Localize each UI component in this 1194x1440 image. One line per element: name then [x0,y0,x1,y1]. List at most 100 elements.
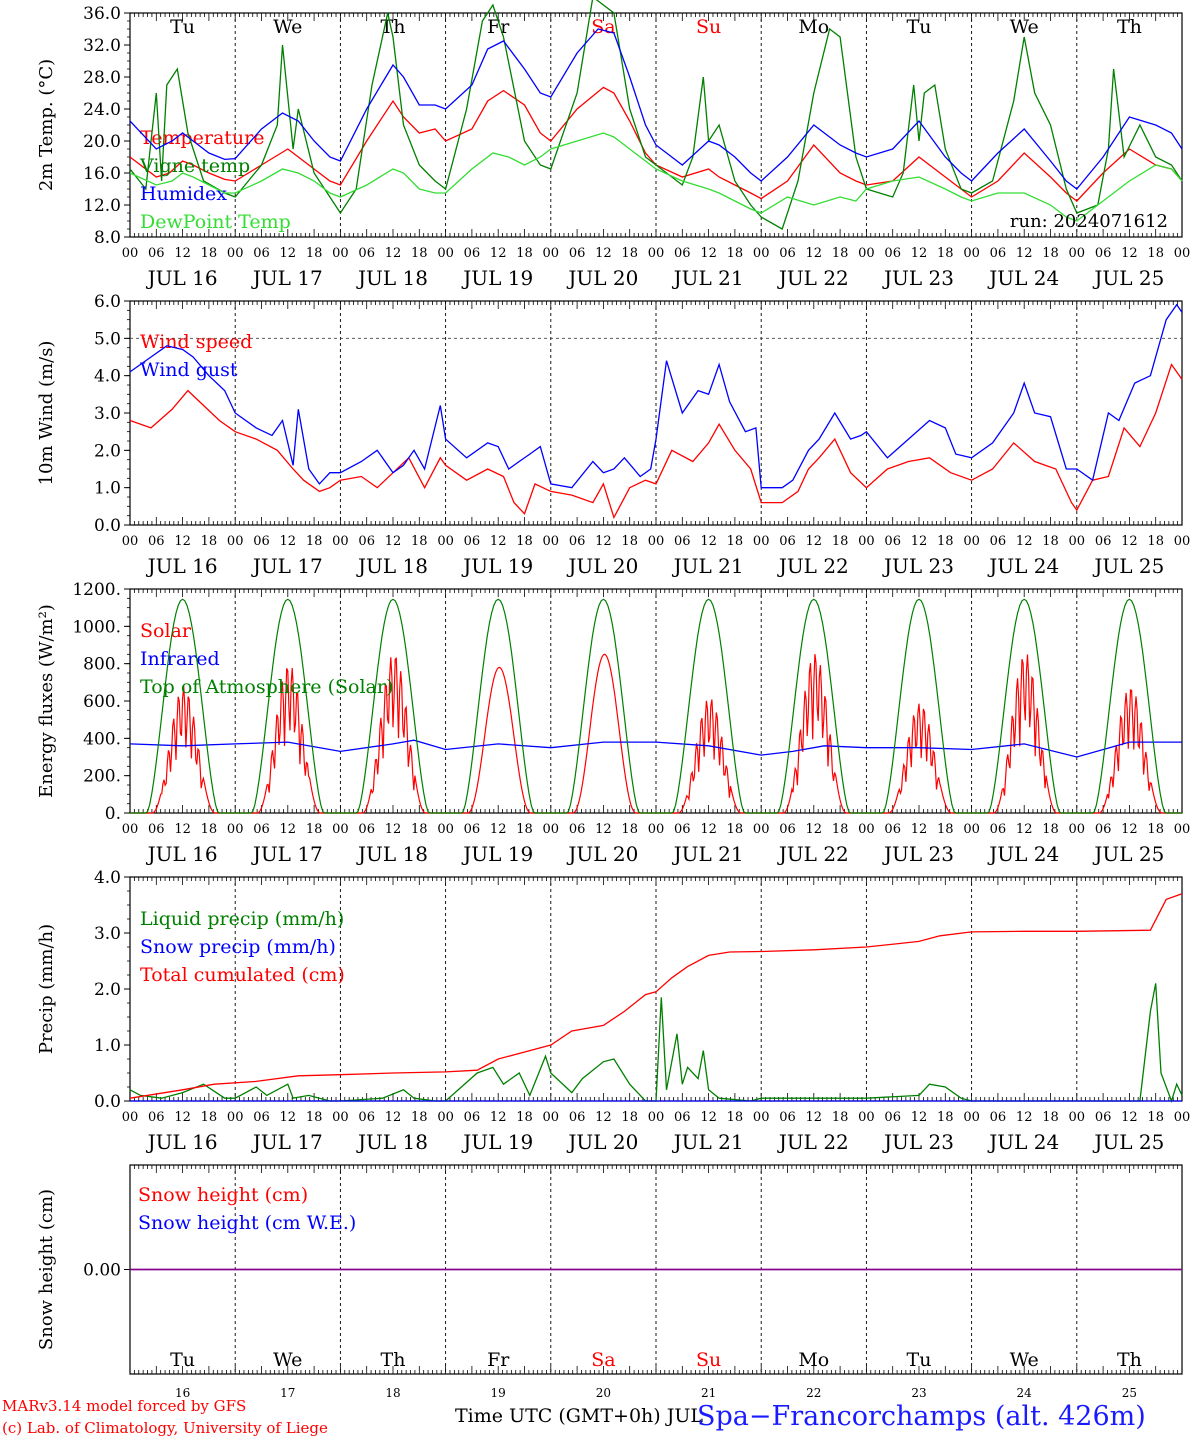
hour-tick-label: 00 [122,822,139,837]
y-tick-label: 2.0 [94,980,121,1000]
legend-entry: Infrared [140,648,220,670]
hour-tick-label: 18 [1147,246,1164,261]
day-number-label: 24 [1017,1386,1033,1400]
hour-tick-label: 06 [148,1110,165,1125]
weekday-label: Th [1117,1349,1142,1371]
day-label: JUL 21 [672,1130,744,1154]
y-tick-label: 0.00 [83,1261,121,1281]
hour-tick-label: 12 [280,534,297,549]
hour-tick-label: 12 [490,1110,507,1125]
day-label: JUL 23 [882,1130,954,1154]
hour-tick-label: 06 [569,822,586,837]
run-label: run: 2024071612 [1010,211,1168,232]
hour-tick-label: 18 [621,534,638,549]
hour-tick-label: 18 [727,822,744,837]
weekday-label: We [1010,16,1039,38]
hour-tick-label: 18 [832,534,849,549]
hour-tick-label: 06 [358,1110,375,1125]
y-tick-label: 6.0 [94,292,121,312]
hour-tick-label: 00 [963,246,980,261]
hour-tick-label: 06 [148,246,165,261]
hour-tick-label: 12 [174,246,191,261]
hour-tick-label: 12 [385,822,402,837]
y-tick-label: 4.0 [94,367,121,387]
day-label: JUL 20 [566,1130,638,1154]
hour-tick-label: 00 [227,534,244,549]
day-number-label: 25 [1122,1386,1137,1400]
hour-tick-label: 00 [543,246,560,261]
day-number-label: 18 [385,1386,400,1400]
y-tick-label: 8.0 [94,228,121,248]
hour-tick-label: 18 [1042,822,1059,837]
y-axis-title: 2m Temp. (°C) [36,59,57,191]
hour-tick-label: 06 [990,822,1007,837]
y-tick-label: 28.0 [83,68,121,88]
weekday-label: Tu [170,16,195,38]
hour-tick-label: 00 [227,1110,244,1125]
series-line-red [129,363,1183,520]
day-label: JUL 23 [882,554,954,578]
y-tick-label: 0.0 [94,516,121,536]
hour-tick-label: 18 [621,1110,638,1125]
day-label: JUL 20 [566,266,638,290]
day-label: JUL 18 [356,266,428,290]
hour-tick-label: 06 [1095,822,1112,837]
hour-tick-label: 00 [543,822,560,837]
hour-tick-label: 06 [253,534,270,549]
legend-entry: Total cumulated (cm) [140,964,345,986]
day-number-label: 22 [806,1386,821,1400]
day-number-label: 16 [175,1386,190,1400]
day-label: JUL 17 [251,842,323,866]
hour-tick-label: 12 [385,1110,402,1125]
hour-tick-label: 18 [727,534,744,549]
hour-tick-label: 00 [332,1110,349,1125]
weekday-label: Sa [591,1349,615,1371]
y-tick-label: 36.0 [83,4,121,24]
hour-tick-label: 06 [569,246,586,261]
day-label: JUL 16 [146,266,218,290]
hour-tick-label: 00 [1069,1110,1086,1125]
day-label: JUL 25 [1092,554,1164,578]
series-line-blue [129,739,1182,758]
hour-tick-label: 18 [937,534,954,549]
y-tick-label: 3.0 [94,924,121,944]
series-line-lightgreen [129,132,1183,222]
hour-tick-label: 18 [516,822,533,837]
hour-tick-label: 18 [306,534,323,549]
day-label: JUL 16 [146,554,218,578]
hour-tick-label: 12 [174,1110,191,1125]
hour-tick-label: 06 [990,534,1007,549]
hour-tick-label: 06 [990,246,1007,261]
hour-tick-label: 12 [1121,246,1138,261]
hour-tick-label: 18 [937,246,954,261]
hour-tick-label: 06 [884,246,901,261]
hour-tick-label: 18 [937,822,954,837]
y-tick-label: 16.0 [83,164,121,184]
day-label: JUL 17 [251,1130,323,1154]
hour-tick-label: 00 [1174,534,1191,549]
legend-entry: DewPoint Temp [140,211,291,233]
weekday-label: Th [381,16,406,38]
hour-tick-label: 18 [621,246,638,261]
y-tick-label: 0.0 [94,1092,121,1112]
series-line-green [129,983,1183,1104]
hour-tick-label: 12 [1121,822,1138,837]
weekday-label: We [1010,1349,1039,1371]
weekday-label: Sa [591,16,615,38]
hour-tick-label: 00 [1069,246,1086,261]
hour-tick-label: 00 [858,246,875,261]
hour-tick-label: 12 [280,246,297,261]
series-line-red [129,86,1183,202]
weekday-label: Fr [487,1349,510,1371]
day-label: JUL 16 [146,842,218,866]
hour-tick-label: 18 [201,822,218,837]
day-label: JUL 25 [1092,266,1164,290]
legend-entry: Wind gust [140,359,238,381]
day-number-label: 21 [701,1386,716,1400]
hour-tick-label: 00 [227,822,244,837]
hour-tick-label: 00 [437,1110,454,1125]
weekday-label: Th [381,1349,406,1371]
y-axis-title: Precip (mm/h) [36,924,57,1054]
y-tick-label: 32.0 [83,36,121,56]
hour-tick-label: 00 [332,534,349,549]
